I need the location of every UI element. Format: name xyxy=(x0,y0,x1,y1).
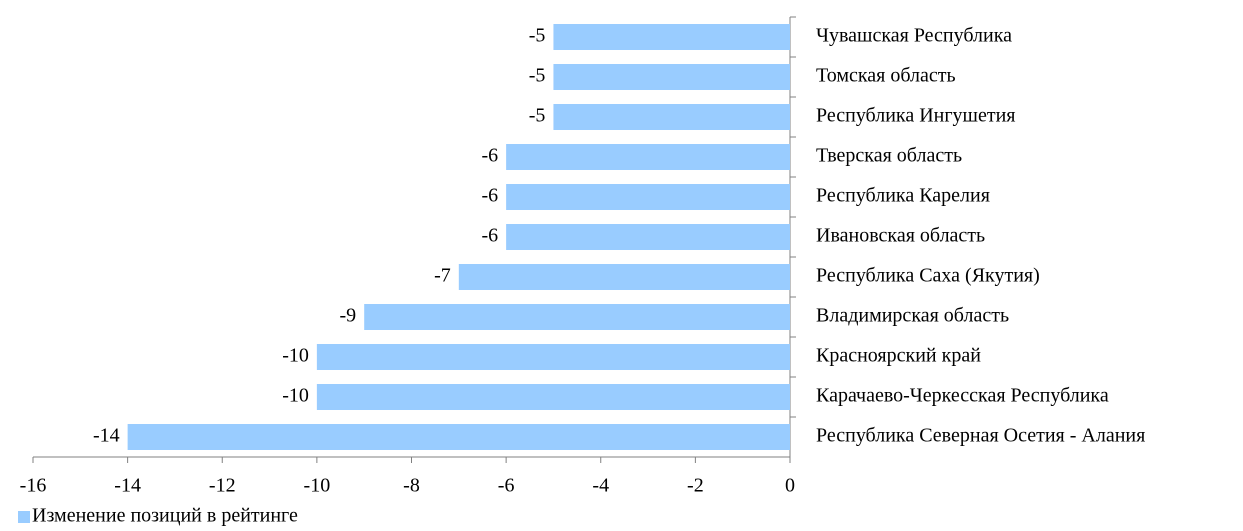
bar xyxy=(316,384,790,410)
x-tick-label: -4 xyxy=(592,475,609,497)
data-label: -6 xyxy=(481,145,498,167)
bar xyxy=(506,144,790,170)
x-tick-label: 0 xyxy=(785,475,795,497)
bar xyxy=(553,64,790,90)
x-tick-label: -12 xyxy=(209,475,236,497)
bar xyxy=(553,104,790,130)
y-tick-label: Чувашская Республика xyxy=(816,25,1012,47)
legend-label: Изменение позиций в рейтинге xyxy=(32,505,298,527)
bar xyxy=(506,224,790,250)
data-label: -14 xyxy=(93,425,120,447)
legend-swatch xyxy=(18,511,30,523)
y-tick-label: Республика Ингушетия xyxy=(816,105,1015,127)
data-label: -5 xyxy=(529,105,546,127)
y-tick-label: Ивановская область xyxy=(816,225,985,247)
x-tick-label: -2 xyxy=(687,475,704,497)
bar xyxy=(364,304,790,330)
y-tick-label: Республика Карелия xyxy=(816,185,990,207)
y-tick-label: Красноярский край xyxy=(816,345,981,367)
data-label: -10 xyxy=(282,385,309,407)
y-tick-label: Республика Саха (Якутия) xyxy=(816,265,1040,287)
bar xyxy=(553,24,790,50)
y-tick-label: Республика Северная Осетия - Алания xyxy=(816,425,1145,447)
bar xyxy=(458,264,790,290)
y-tick-label: Карачаево-Черкесская Республика xyxy=(816,385,1109,407)
data-label: -5 xyxy=(529,25,546,47)
x-tick-label: -10 xyxy=(304,475,331,497)
x-tick-label: -16 xyxy=(20,475,47,497)
data-label: -7 xyxy=(434,265,451,287)
data-label: -6 xyxy=(481,225,498,247)
data-label: -6 xyxy=(481,185,498,207)
bar xyxy=(316,344,790,370)
x-tick-label: -14 xyxy=(114,475,141,497)
bar xyxy=(506,184,790,210)
y-tick-label: Владимирская область xyxy=(816,305,1009,327)
bar xyxy=(127,424,790,450)
data-label: -10 xyxy=(282,345,309,367)
y-tick-label: Томская область xyxy=(816,65,956,87)
data-label: -5 xyxy=(529,65,546,87)
x-tick-label: -8 xyxy=(403,475,420,497)
x-tick-label: -6 xyxy=(498,475,515,497)
y-tick-label: Тверская область xyxy=(816,145,962,167)
data-label: -9 xyxy=(340,305,357,327)
